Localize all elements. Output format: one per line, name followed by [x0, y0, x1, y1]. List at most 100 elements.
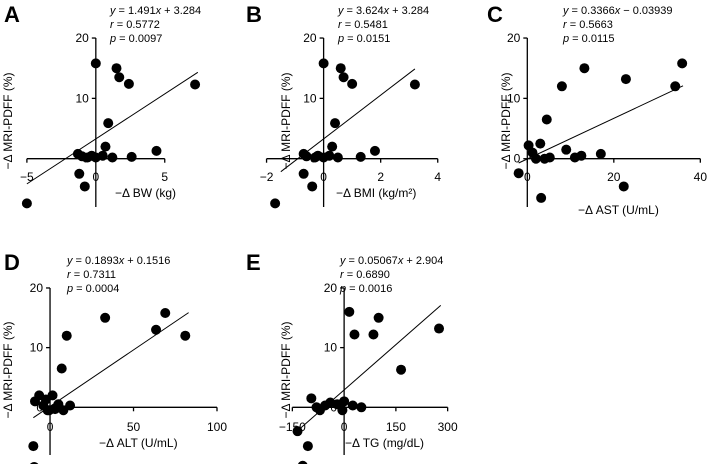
correlation-r: r = 0.5481	[338, 19, 388, 31]
data-point	[90, 58, 101, 69]
data-point	[21, 198, 32, 209]
data-point	[65, 400, 76, 411]
data-point	[151, 145, 162, 156]
y-tick-label: 10	[30, 341, 44, 355]
y-axis-label: −Δ MRI-PDFF (%)	[1, 72, 15, 169]
x-axis-label: −Δ ALT (U/mL)	[99, 436, 178, 450]
correlation-r: r = 0.7311	[67, 269, 116, 281]
data-point	[396, 364, 407, 375]
data-point	[103, 118, 114, 129]
data-point	[618, 181, 629, 192]
data-point	[324, 150, 335, 161]
x-tick-label: 0	[341, 420, 348, 434]
data-point	[100, 141, 111, 152]
data-point	[292, 426, 303, 437]
data-point	[298, 460, 308, 464]
p-value: p = 0.0151	[337, 33, 390, 45]
x-tick-label: 0	[524, 170, 531, 184]
y-tick-label: 0	[514, 152, 521, 166]
x-tick-label: 5	[161, 170, 168, 184]
p-value: p = 0.0004	[66, 283, 119, 295]
x-tick-label: 2	[377, 170, 384, 184]
data-point	[79, 181, 90, 192]
data-point	[332, 152, 343, 163]
data-point	[338, 72, 349, 83]
y-axis-label: −Δ MRI-PDFF (%)	[279, 72, 293, 169]
data-point	[369, 145, 380, 156]
data-point	[160, 308, 171, 319]
x-tick-label: 0	[320, 170, 327, 184]
data-point	[579, 63, 590, 74]
data-point	[123, 78, 134, 89]
y-axis-label: −Δ MRI-PDFF (%)	[1, 321, 15, 418]
data-point	[513, 168, 524, 179]
correlation-r: r = 0.5772	[110, 19, 160, 31]
data-point	[114, 72, 125, 83]
y-tick-label: 20	[303, 31, 317, 45]
data-point	[28, 441, 39, 452]
data-point	[301, 151, 312, 162]
data-point	[670, 81, 681, 92]
x-tick-label: 0	[92, 170, 99, 184]
panel-letter-a: A	[4, 2, 20, 27]
data-point	[270, 198, 281, 209]
data-point	[536, 192, 547, 203]
y-tick-label: 10	[75, 91, 89, 105]
data-point	[620, 74, 631, 85]
data-point	[434, 323, 445, 334]
x-tick-label: −5	[20, 170, 34, 184]
data-point	[561, 144, 572, 155]
data-point	[56, 363, 67, 374]
regression-line	[26, 71, 199, 185]
x-tick-label: 4	[434, 170, 441, 184]
y-axis-label: −Δ MRI-PDFF (%)	[499, 72, 513, 169]
data-point	[337, 405, 348, 416]
data-point	[126, 151, 137, 162]
data-point	[335, 63, 346, 74]
data-point	[100, 312, 111, 323]
data-point	[368, 329, 379, 340]
x-axis-label: −Δ BMI (kg/m²)	[336, 186, 416, 200]
data-point	[327, 141, 338, 152]
y-tick-label: 10	[324, 341, 338, 355]
data-point	[330, 118, 341, 129]
regression-equation: y = 1.491x + 3.284	[109, 5, 201, 17]
data-point	[180, 330, 191, 341]
data-point	[556, 81, 567, 92]
data-point	[677, 58, 688, 69]
data-point	[344, 306, 355, 317]
y-tick-label: 10	[303, 91, 317, 105]
data-point	[61, 330, 72, 341]
regression-equation: y = 3.624x + 3.284	[337, 5, 429, 17]
panel-letter-e: E	[246, 250, 261, 275]
data-point	[318, 58, 329, 69]
y-tick-label: 20	[324, 281, 338, 295]
data-point	[111, 63, 122, 74]
regression-equation: y = 0.3366x − 0.03939	[562, 5, 673, 17]
x-tick-label: 300	[438, 420, 458, 434]
data-point	[339, 396, 350, 407]
data-point	[302, 441, 313, 452]
data-point	[530, 153, 541, 164]
data-point	[544, 152, 555, 163]
data-point	[151, 324, 162, 335]
correlation-r: r = 0.5663	[563, 19, 613, 31]
x-tick-label: 100	[207, 420, 227, 434]
data-point	[74, 168, 85, 179]
panel-letter-c: C	[487, 2, 503, 27]
x-axis-label: −Δ BW (kg)	[115, 186, 176, 200]
regression-equation: y = 0.05067x + 2.904	[339, 255, 443, 267]
data-point	[307, 181, 318, 192]
data-point	[298, 168, 309, 179]
y-tick-label: 10	[507, 91, 521, 105]
p-value: p = 0.0097	[109, 33, 162, 45]
data-point	[47, 390, 58, 401]
x-tick-label: 0	[47, 420, 54, 434]
panel-letter-d: D	[4, 250, 20, 275]
x-tick-label: −2	[260, 170, 274, 184]
